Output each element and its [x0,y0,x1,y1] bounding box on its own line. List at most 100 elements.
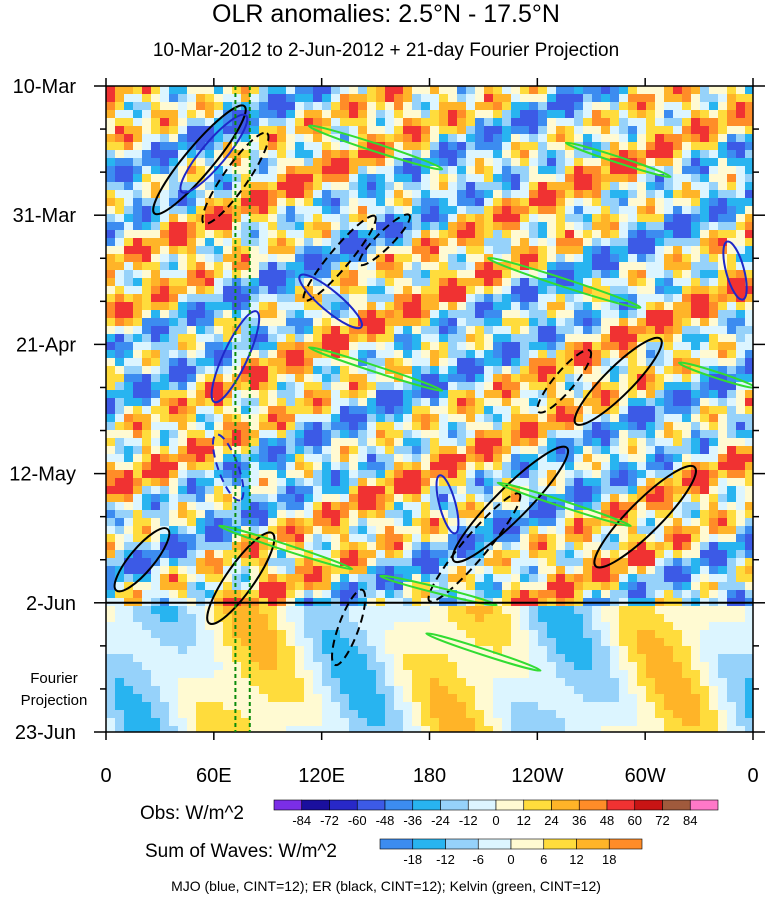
heatmap-cell [430,326,440,335]
heatmap-cell [304,558,314,567]
heatmap-cell [619,438,629,447]
heatmap-cell [313,382,323,391]
heatmap-cell [133,198,143,207]
heatmap-cell [178,366,188,375]
heatmap-cell [511,502,521,511]
heatmap-cell [151,390,161,399]
heatmap-cell [682,110,692,119]
heatmap-cell [367,254,377,263]
heatmap-cell [628,430,638,439]
heatmap-cell [403,478,413,487]
heatmap-cell [664,110,674,119]
heatmap-cell [592,566,602,575]
heatmap-cell [394,550,404,559]
heatmap-cell [412,118,422,127]
heatmap-cell [295,158,305,167]
heatmap-cell [493,590,503,599]
heatmap-cell [709,294,719,303]
heatmap-cell [709,302,719,311]
heatmap-cell [394,334,404,343]
heatmap-cell [619,302,629,311]
heatmap-cell [385,478,395,487]
heatmap-cell [538,246,548,255]
heatmap-cell [565,230,575,239]
heatmap-cell [286,510,296,519]
heatmap-cell [718,582,728,591]
heatmap-cell [574,566,584,575]
heatmap-cell [133,630,143,639]
heatmap-cell [385,230,395,239]
heatmap-cell [511,534,521,543]
heatmap-cell [160,566,170,575]
heatmap-cell [655,510,665,519]
heatmap-cell [394,246,404,255]
heatmap-cell [655,214,665,223]
heatmap-cell [619,350,629,359]
heatmap-cell [421,334,431,343]
heatmap-cell [628,134,638,143]
heatmap-cell [259,310,269,319]
heatmap-cell [295,446,305,455]
heatmap-cell [439,502,449,511]
heatmap-cell [286,350,296,359]
heatmap-cell [565,454,575,463]
heatmap-cell [115,254,125,263]
heatmap-cell [493,190,503,199]
heatmap-cell [745,278,753,287]
heatmap-cell [178,334,188,343]
heatmap-cell [106,446,116,455]
heatmap-cell [223,574,233,583]
heatmap-cell [664,198,674,207]
heatmap-cell [241,262,251,271]
heatmap-cell [403,222,413,231]
heatmap-cell [403,102,413,111]
heatmap-cell [556,230,566,239]
heatmap-cell [304,350,314,359]
heatmap-cell [610,190,620,199]
heatmap-cell [466,366,476,375]
heatmap-cell [547,590,557,599]
heatmap-cell [646,206,656,215]
heatmap-cell [340,134,350,143]
heatmap-cell [619,270,629,279]
heatmap-cell [484,230,494,239]
heatmap-cell [610,278,620,287]
heatmap-cell [664,454,674,463]
heatmap-cell [403,454,413,463]
heatmap-cell [223,190,233,199]
heatmap-cell [583,158,593,167]
heatmap-cell [682,542,692,551]
heatmap-cell [250,318,260,327]
heatmap-cell [331,606,341,615]
heatmap-cell [169,254,179,263]
heatmap-cell [277,422,287,431]
heatmap-cell [538,278,548,287]
heatmap-cell [295,398,305,407]
heatmap-cell [448,478,458,487]
heatmap-cell [691,510,701,519]
heatmap-cell [394,438,404,447]
heatmap-cell [295,374,305,383]
heatmap-cell [358,110,368,119]
heatmap-cell [484,214,494,223]
heatmap-cell [637,542,647,551]
heatmap-cell [232,518,242,527]
heatmap-cell [538,470,548,479]
heatmap-cell [520,118,530,127]
heatmap-cell [421,398,431,407]
heatmap-cell [394,462,404,471]
heatmap-cell [403,358,413,367]
heatmap-cell [475,470,485,479]
heatmap-cell [340,166,350,175]
heatmap-cell [637,382,647,391]
heatmap-cell [700,470,710,479]
heatmap-cell [205,278,215,287]
heatmap-cell [718,158,728,167]
heatmap-cell [529,318,539,327]
heatmap-cell [178,254,188,263]
heatmap-cell [286,206,296,215]
heatmap-cell [709,182,719,191]
heatmap-cell [367,398,377,407]
heatmap-cell [646,86,656,95]
heatmap-cell [529,470,539,479]
